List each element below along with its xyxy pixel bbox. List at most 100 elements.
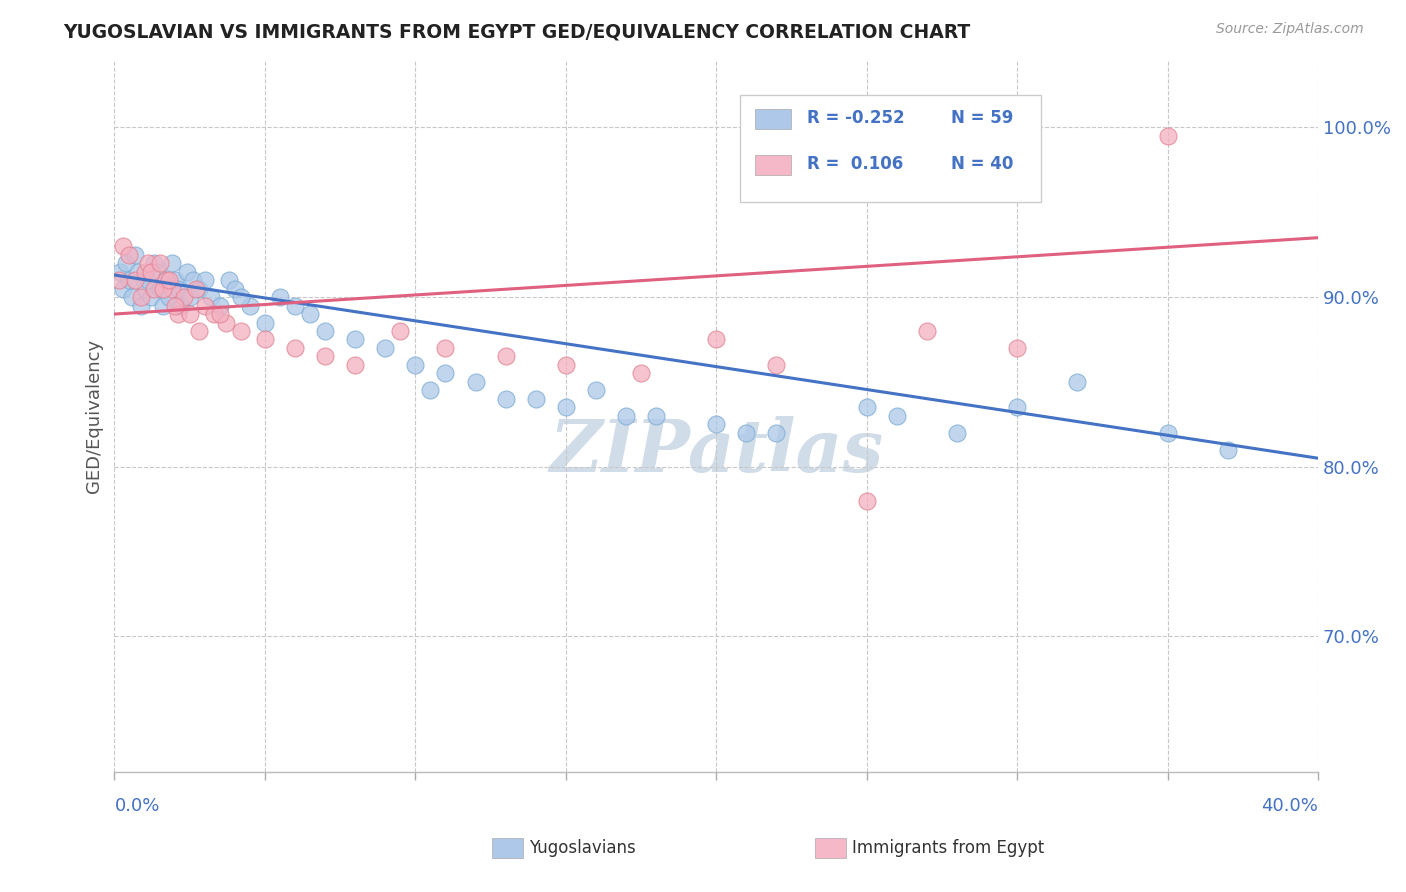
Point xyxy=(108,273,131,287)
Point xyxy=(194,273,217,287)
Point xyxy=(344,358,367,372)
Point xyxy=(269,290,291,304)
Point xyxy=(554,358,576,372)
Point xyxy=(115,256,138,270)
Point xyxy=(630,367,652,381)
Point xyxy=(173,290,195,304)
Point xyxy=(284,299,307,313)
Point xyxy=(524,392,547,406)
Point xyxy=(112,282,135,296)
Point xyxy=(124,273,146,287)
Point xyxy=(134,265,156,279)
Point xyxy=(765,358,787,372)
Point xyxy=(284,341,307,355)
Point xyxy=(157,290,180,304)
Point xyxy=(585,384,607,398)
Point xyxy=(645,409,668,423)
Text: Source: ZipAtlas.com: Source: ZipAtlas.com xyxy=(1216,22,1364,37)
Point xyxy=(112,239,135,253)
Point xyxy=(1005,341,1028,355)
Point xyxy=(118,248,141,262)
Point xyxy=(176,265,198,279)
Point xyxy=(765,425,787,440)
Point xyxy=(148,282,170,296)
Text: Immigrants from Egypt: Immigrants from Egypt xyxy=(852,839,1045,857)
Point xyxy=(253,316,276,330)
Point xyxy=(131,299,153,313)
Point xyxy=(314,350,336,364)
Y-axis label: GED/Equivalency: GED/Equivalency xyxy=(86,339,103,493)
Point xyxy=(163,273,186,287)
Point xyxy=(145,265,167,279)
Point xyxy=(495,392,517,406)
Point xyxy=(1156,425,1178,440)
Point xyxy=(1216,442,1239,457)
Point xyxy=(374,341,396,355)
Point xyxy=(148,256,170,270)
Point xyxy=(139,265,162,279)
Point xyxy=(187,324,209,338)
Point xyxy=(208,307,231,321)
Text: 40.0%: 40.0% xyxy=(1261,797,1319,815)
Point xyxy=(131,290,153,304)
Point xyxy=(136,256,159,270)
Point xyxy=(202,307,225,321)
Point xyxy=(224,282,246,296)
Point xyxy=(614,409,637,423)
Text: N = 40: N = 40 xyxy=(950,155,1014,173)
Point xyxy=(215,316,238,330)
Point xyxy=(229,290,252,304)
Text: R = -0.252: R = -0.252 xyxy=(807,109,904,127)
Point xyxy=(124,248,146,262)
Point xyxy=(169,299,191,313)
FancyBboxPatch shape xyxy=(755,155,792,175)
Text: YUGOSLAVIAN VS IMMIGRANTS FROM EGYPT GED/EQUIVALENCY CORRELATION CHART: YUGOSLAVIAN VS IMMIGRANTS FROM EGYPT GED… xyxy=(63,22,970,41)
Point xyxy=(218,273,240,287)
Point xyxy=(152,299,174,313)
Point xyxy=(166,282,188,296)
Point xyxy=(434,341,457,355)
Point xyxy=(208,299,231,313)
Point xyxy=(554,401,576,415)
Point xyxy=(160,256,183,270)
Point xyxy=(419,384,441,398)
Point xyxy=(157,273,180,287)
Point xyxy=(855,493,877,508)
Point xyxy=(181,273,204,287)
Point xyxy=(298,307,321,321)
Point xyxy=(229,324,252,338)
Point xyxy=(142,256,165,270)
Point xyxy=(136,273,159,287)
Point xyxy=(200,290,222,304)
Point xyxy=(110,265,132,279)
Point xyxy=(142,282,165,296)
Point xyxy=(915,324,938,338)
Point xyxy=(735,425,758,440)
Point xyxy=(160,282,183,296)
FancyBboxPatch shape xyxy=(741,95,1042,202)
Point xyxy=(389,324,412,338)
Point xyxy=(495,350,517,364)
Point xyxy=(139,290,162,304)
Point xyxy=(118,273,141,287)
Point xyxy=(166,307,188,321)
Point xyxy=(946,425,969,440)
Point xyxy=(239,299,262,313)
Point xyxy=(344,333,367,347)
Point xyxy=(179,307,201,321)
Point xyxy=(704,417,727,432)
Text: 0.0%: 0.0% xyxy=(114,797,160,815)
Point xyxy=(1005,401,1028,415)
Text: R =  0.106: R = 0.106 xyxy=(807,155,903,173)
Point xyxy=(1156,128,1178,143)
Point xyxy=(434,367,457,381)
Point xyxy=(314,324,336,338)
Point xyxy=(134,282,156,296)
Point xyxy=(155,273,177,287)
Point xyxy=(152,282,174,296)
Point xyxy=(163,299,186,313)
Point xyxy=(253,333,276,347)
Point xyxy=(464,375,486,389)
Point xyxy=(855,401,877,415)
FancyBboxPatch shape xyxy=(755,109,792,128)
